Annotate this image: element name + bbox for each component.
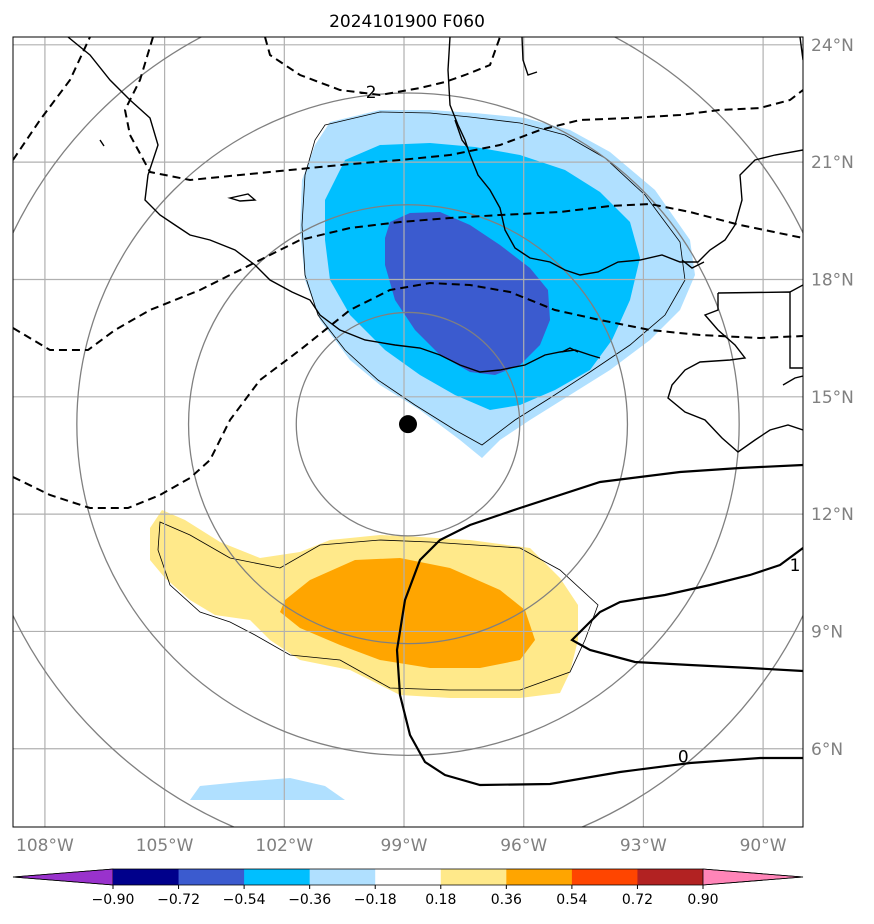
colorbar-tick-label: −0.72 [157, 892, 200, 908]
colorbar-swatch [637, 869, 704, 885]
colorbar-swatch [375, 869, 442, 885]
map-frame [12, 36, 804, 828]
colorbar-swatch [506, 869, 573, 885]
latitude-tick-label: 6°N [811, 740, 843, 760]
longitude-tick-label: 93°W [620, 836, 667, 856]
longitude-tick-label: 96°W [500, 836, 547, 856]
latitude-tick-label: 18°N [811, 270, 854, 290]
longitude-tick-labels: 108°W 105°W 102°W 99°W 96°W 93°W 90°W [16, 836, 787, 856]
map-title: 2024101900 F060 [329, 12, 485, 32]
latitude-tick-label: 24°N [811, 36, 854, 56]
map-plot-area [13, 37, 803, 827]
anomaly-fill-pos-mid [280, 558, 535, 668]
latitude-tick-labels: 6°N 9°N 12°N 15°N 18°N 21°N 24°N [811, 36, 854, 760]
colorbar-swatch [440, 869, 507, 885]
colorbar-tick-label: 0.90 [687, 892, 718, 908]
longitude-tick-label: 105°W [136, 836, 194, 856]
colorbar-extend-high [702, 868, 804, 886]
colorbar-swatch [244, 869, 311, 885]
latitude-tick-label: 12°N [811, 505, 854, 525]
colorbar-tick-label: 0.36 [491, 892, 522, 908]
anomaly-outline-pos [157, 521, 599, 691]
longitude-tick-label: 99°W [381, 836, 428, 856]
latitude-tick-label: 21°N [811, 153, 854, 173]
colorbar: −0.90 −0.72 −0.54 −0.36 −0.18 0.18 0.36 0.54 0.7… [12, 868, 804, 908]
colorbar-swatch [178, 869, 245, 885]
storm-center-marker [399, 415, 417, 434]
colorbar-tick-label: −0.18 [354, 892, 397, 908]
colorbar-swatch [309, 869, 376, 885]
colorbar-swatch [571, 869, 638, 885]
colorbar-extend-low [12, 868, 114, 886]
colorbar-tick-label: 0.18 [425, 892, 456, 908]
anomaly-outline-neg [301, 111, 686, 446]
contour-label: 0 [678, 748, 689, 768]
contour-label: 1 [790, 556, 801, 576]
solid-contours [395, 463, 803, 787]
dashed-contours [13, 37, 803, 509]
colorbar-tick-label: −0.36 [288, 892, 331, 908]
range-rings [13, 37, 803, 827]
contour-labels: -2 1 0 [360, 83, 801, 768]
range-ring [187, 204, 629, 645]
range-ring [295, 311, 521, 537]
longitude-tick-label: 102°W [255, 836, 313, 856]
colorbar-tick-label: −0.54 [223, 892, 266, 908]
range-ring [76, 92, 740, 756]
latitude-tick-label: 15°N [811, 388, 854, 408]
colorbar-swatch [113, 869, 180, 885]
coastlines [67, 37, 803, 453]
longitude-tick-label: 90°W [740, 836, 787, 856]
latitude-tick-label: 9°N [811, 622, 843, 642]
colorbar-tick-label: −0.90 [92, 892, 135, 908]
colorbar-tick-label: 0.72 [622, 892, 653, 908]
anomaly-fill-neg-strong [385, 212, 550, 375]
anomaly-fill-neg-small [190, 778, 345, 800]
colorbar-tick-label: 0.54 [556, 892, 587, 908]
contour-label: -2 [360, 83, 377, 103]
longitude-tick-label: 108°W [16, 836, 74, 856]
